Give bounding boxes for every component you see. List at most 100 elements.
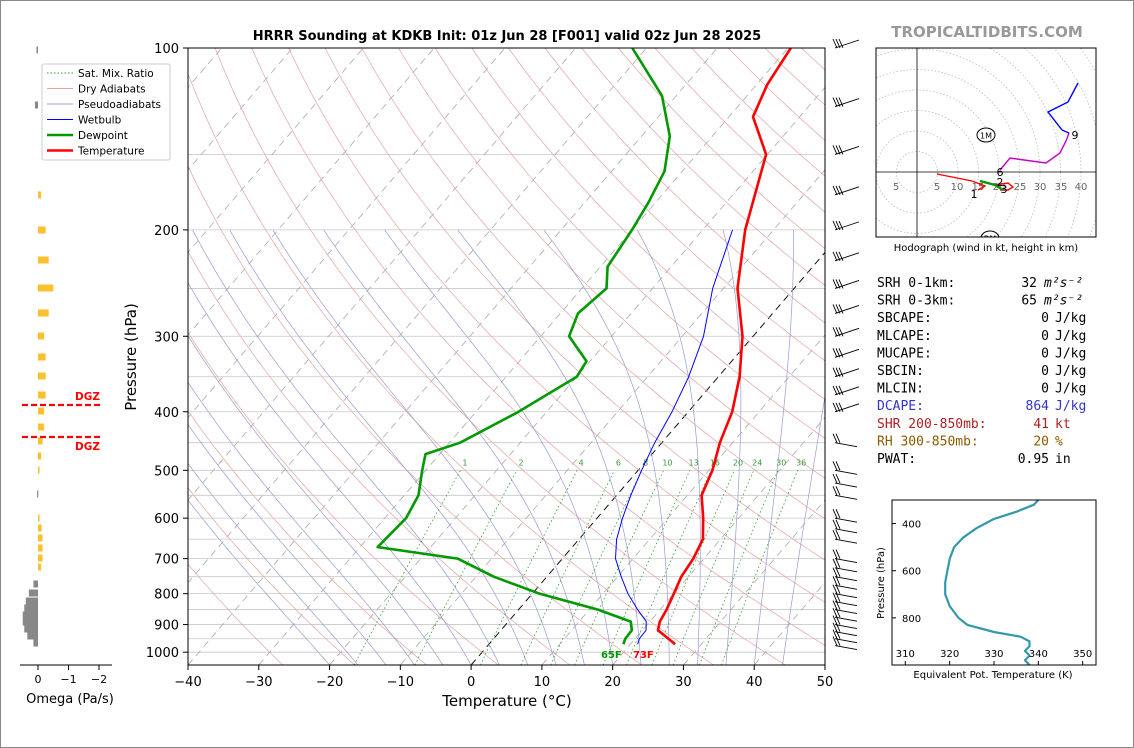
wind-barb-flag — [832, 558, 838, 568]
omega-bar — [38, 284, 54, 292]
pseudoadiabat-line — [188, 381, 415, 665]
wind-barb-flag — [838, 279, 844, 289]
hodograph-height-label: 1 — [971, 188, 978, 201]
omega-bar — [38, 534, 43, 542]
wind-barb-flag — [832, 636, 838, 646]
y-tick-label: 100 — [154, 42, 179, 57]
omega-bar — [38, 524, 42, 532]
wind-barb-flag — [832, 38, 838, 49]
y-tick-label: 900 — [154, 619, 179, 634]
stat-value: 0 — [1041, 329, 1049, 344]
stat-value: 0 — [1041, 364, 1049, 379]
wind-barb-staff — [834, 601, 858, 607]
omega-bar — [38, 256, 49, 264]
omega-bar — [38, 423, 45, 431]
storm-motion-label: 1M — [980, 132, 992, 141]
wind-barb-flag — [832, 584, 838, 594]
wind-barb-flag — [835, 622, 841, 632]
wind-barb-flag — [832, 220, 838, 231]
pseudoadiabat-line — [188, 423, 387, 665]
legend-box — [41, 63, 171, 161]
stat-label: MLCIN: — [877, 382, 924, 397]
dgz-label: DGZ — [75, 391, 100, 403]
theta-e-frame — [891, 499, 1097, 666]
hodograph-ring-label: 25 — [1014, 182, 1027, 193]
mixing-ratio-label: 36 — [796, 458, 806, 467]
omega-tick-label: −2 — [91, 673, 107, 686]
wind-barb-staff — [834, 576, 858, 582]
isotherm-line — [612, 416, 825, 665]
surface-dewpoint-label: 65F — [601, 650, 622, 661]
skewt-background-lines: 1 2 4 6 8 10 13 16 20 24 30 36 — [188, 48, 825, 665]
pseudoadiabat-line — [188, 282, 472, 665]
pseudoadiabat-line — [192, 229, 500, 665]
dry-adiabat-line — [188, 487, 355, 665]
wind-barb-staff — [834, 567, 858, 573]
wind-barb-flag — [838, 327, 844, 337]
wind-barb-flag — [835, 279, 841, 289]
isotherm-line — [188, 48, 647, 584]
theta-e-y-tick-label: 800 — [902, 614, 921, 625]
omega-bar — [28, 589, 38, 597]
omega-bar — [38, 514, 40, 522]
wind-barb-flag — [832, 592, 838, 602]
wind-barb-staff — [834, 593, 858, 599]
surface-temperature-label: 73F — [633, 650, 654, 661]
wind-barb-flag — [835, 584, 841, 594]
wind-barb-flag — [835, 327, 841, 337]
wind-barb-flag — [835, 592, 841, 602]
wind-barb-flag — [835, 600, 841, 610]
theta-e-x-tick-label: 330 — [984, 649, 1003, 660]
dry-adiabat-line — [188, 563, 284, 665]
wind-barb-flag — [838, 385, 844, 396]
wind-barb-staff — [834, 469, 858, 475]
y-tick-label: 200 — [154, 224, 179, 239]
stat-value: 0 — [1041, 382, 1049, 397]
stat-label: SBCAPE: — [877, 311, 932, 326]
wind-barb-staff — [834, 616, 858, 622]
omega-bar — [38, 191, 42, 199]
skewt-profiles — [376, 48, 792, 646]
omega-tick-label: 0 — [35, 673, 42, 686]
stats-table: SRH 0-1km: 32 m²s⁻² SRH 0-3km: 65 m²s⁻² SBCAPE… — [877, 276, 1086, 467]
hodograph-trace-9km-up — [1046, 82, 1079, 131]
wind-barb-flag — [835, 615, 841, 625]
wind-barb-staff — [834, 442, 858, 448]
stat-unit: J/kg — [1055, 346, 1086, 361]
storm-motion-marker — [976, 127, 996, 143]
mixing-ratio-line — [699, 470, 779, 665]
dry-adiabat-line — [471, 48, 825, 400]
omega-bar — [38, 226, 46, 234]
pseudoadiabat-line — [636, 229, 701, 665]
wind-barb-flag — [832, 549, 838, 559]
stat-unit: J/kg — [1055, 311, 1086, 326]
mixing-ratio-label: 6 — [616, 458, 621, 467]
isotherm-line — [400, 169, 825, 665]
wind-barb-flag — [832, 529, 838, 540]
skewt-frame — [187, 47, 826, 666]
stat-unit: in — [1055, 452, 1071, 467]
hodograph-ring-label: 40 — [1075, 182, 1088, 193]
y-tick-label: 800 — [154, 588, 179, 603]
omega-bar — [22, 611, 38, 619]
x-tick-label: 0 — [467, 675, 475, 690]
legend-label: Sat. Mix. Ratio — [78, 68, 154, 80]
stat-value: 41 — [1033, 417, 1049, 432]
dry-adiabat-line — [188, 165, 642, 665]
mixing-ratio-line — [520, 470, 615, 665]
omega-bar — [33, 580, 38, 588]
pseudoadiabat-line — [188, 334, 444, 665]
omega-bar — [38, 554, 43, 562]
wind-barb-staff — [834, 645, 858, 650]
mixing-ratio-label: 13 — [689, 458, 699, 467]
mixing-ratio-label: 30 — [776, 458, 786, 467]
wind-barb-flag — [835, 629, 841, 639]
legend: Sat. Mix. Ratio Dry Adiabats Pseudoadiabat… — [41, 63, 171, 161]
omega-bar — [33, 639, 38, 647]
stat-value: 65 — [1021, 294, 1037, 309]
wind-barb-flag — [832, 402, 838, 412]
omega-bar — [37, 490, 39, 498]
stat-unit: % — [1055, 434, 1063, 449]
